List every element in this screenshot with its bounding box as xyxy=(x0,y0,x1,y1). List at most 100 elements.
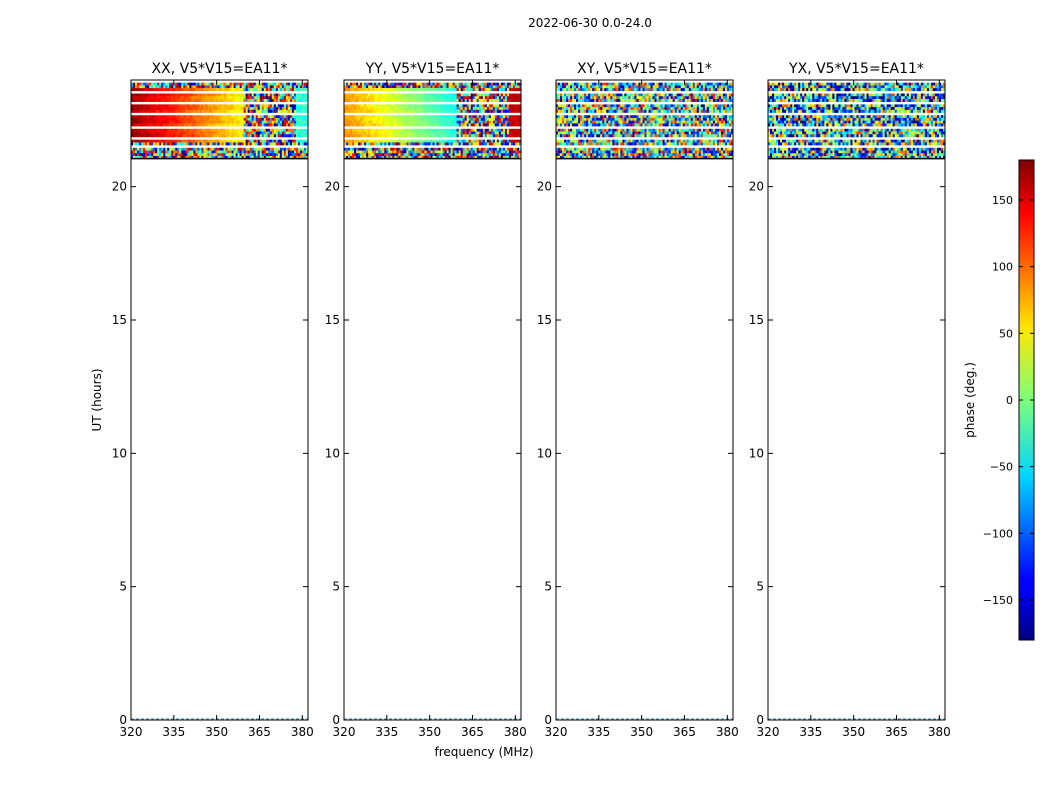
heatmap-cell xyxy=(564,88,567,92)
heatmap-cell xyxy=(185,120,188,124)
heatmap-cell xyxy=(147,147,150,151)
heatmap-cell xyxy=(165,139,168,143)
heatmap-cell xyxy=(207,155,210,159)
heatmap-cell xyxy=(410,96,413,100)
heatmap-cell xyxy=(241,93,244,97)
heatmap-cell xyxy=(506,128,510,132)
heatmap-cell xyxy=(275,147,279,151)
heatmap-cell xyxy=(438,147,441,151)
heatmap-cell xyxy=(516,82,520,86)
heatmap-cell xyxy=(277,155,281,159)
heatmap-cell xyxy=(626,117,629,121)
heatmap-cell xyxy=(668,96,671,100)
heatmap-cell xyxy=(422,131,425,135)
heatmap-cell xyxy=(412,150,415,154)
heatmap-cell xyxy=(568,104,571,108)
heatmap-cell xyxy=(632,104,635,108)
heatmap-cell xyxy=(422,85,425,89)
heatmap-cell xyxy=(452,107,455,111)
heatmap-cell xyxy=(688,88,692,92)
heatmap-cell xyxy=(153,93,156,97)
heatmap-cell xyxy=(416,98,419,102)
heatmap-cell xyxy=(145,142,148,146)
heatmap-cell xyxy=(161,109,164,113)
heatmap-cell xyxy=(402,85,405,89)
heatmap-cell xyxy=(420,150,423,154)
heatmap-cell xyxy=(305,115,309,119)
heatmap-cell xyxy=(384,98,387,102)
heatmap-cell xyxy=(173,153,176,157)
heatmap-cell xyxy=(137,93,140,97)
heatmap-cell xyxy=(458,109,461,113)
heatmap-cell xyxy=(694,82,698,86)
heatmap-cell xyxy=(444,153,447,157)
heatmap-cell xyxy=(161,82,164,86)
heatmap-cell xyxy=(145,131,148,135)
heatmap-cell xyxy=(169,120,172,124)
heatmap-cell xyxy=(558,85,561,89)
heatmap-cell xyxy=(708,82,712,86)
heatmap-cell xyxy=(301,107,305,111)
heatmap-cell xyxy=(203,150,206,154)
heatmap-cell xyxy=(229,147,232,151)
heatmap-cell xyxy=(660,107,663,111)
heatmap-cell xyxy=(396,134,399,138)
heatmap-cell xyxy=(241,85,244,89)
heatmap-cell xyxy=(394,153,397,157)
heatmap-cell xyxy=(299,153,303,157)
heatmap-cell xyxy=(492,147,496,151)
heatmap-cell xyxy=(177,98,180,102)
heatmap-cell xyxy=(147,109,150,113)
heatmap-cell xyxy=(400,115,403,119)
heatmap-cell xyxy=(488,104,492,108)
heatmap-cell xyxy=(370,131,373,135)
heatmap-cell xyxy=(664,115,667,119)
heatmap-cell xyxy=(422,134,425,138)
heatmap-cell xyxy=(688,107,692,111)
heatmap-cell xyxy=(263,139,267,143)
heatmap-cell xyxy=(149,142,152,146)
heatmap-cell xyxy=(468,155,472,159)
heatmap-cell xyxy=(684,117,688,121)
heatmap-cell xyxy=(436,123,439,127)
heatmap-cell xyxy=(480,117,484,121)
heatmap-cell xyxy=(354,120,357,124)
heatmap-cell xyxy=(484,104,488,108)
heatmap-cell xyxy=(225,85,228,89)
heatmap-cell xyxy=(135,120,138,124)
heatmap-cell xyxy=(724,109,728,113)
heatmap-cell xyxy=(237,128,240,132)
heatmap-cell xyxy=(404,147,407,151)
heatmap-cell xyxy=(476,109,480,113)
heatmap-cell xyxy=(352,123,355,127)
heatmap-cell xyxy=(235,115,238,119)
heatmap-cell xyxy=(394,155,397,159)
heatmap-cell xyxy=(674,93,677,97)
heatmap-cell xyxy=(510,109,514,113)
heatmap-cell xyxy=(362,153,365,157)
heatmap-cell xyxy=(199,147,202,151)
heatmap-cell xyxy=(153,117,156,121)
heatmap-cell xyxy=(482,153,486,157)
heatmap-cell xyxy=(247,88,250,92)
heatmap-cell xyxy=(153,109,156,113)
heatmap-cell xyxy=(446,150,449,154)
heatmap-cell xyxy=(233,98,236,102)
heatmap-cell xyxy=(133,82,136,86)
heatmap-cell xyxy=(714,96,718,100)
heatmap-cell xyxy=(231,88,234,92)
heatmap-cell xyxy=(490,139,494,143)
heatmap-cell xyxy=(410,117,413,121)
heatmap-cell xyxy=(177,107,180,111)
heatmap-cell xyxy=(265,128,269,132)
heatmap-cell xyxy=(301,115,305,119)
heatmap-cell xyxy=(434,142,437,146)
heatmap-cell xyxy=(480,115,484,119)
heatmap-cell xyxy=(257,120,261,124)
heatmap-cell xyxy=(165,120,168,124)
heatmap-cell xyxy=(420,131,423,135)
heatmap-cell xyxy=(698,98,702,102)
heatmap-cell xyxy=(468,117,472,121)
heatmap-cell xyxy=(145,150,148,154)
heatmap-cell xyxy=(456,109,459,113)
